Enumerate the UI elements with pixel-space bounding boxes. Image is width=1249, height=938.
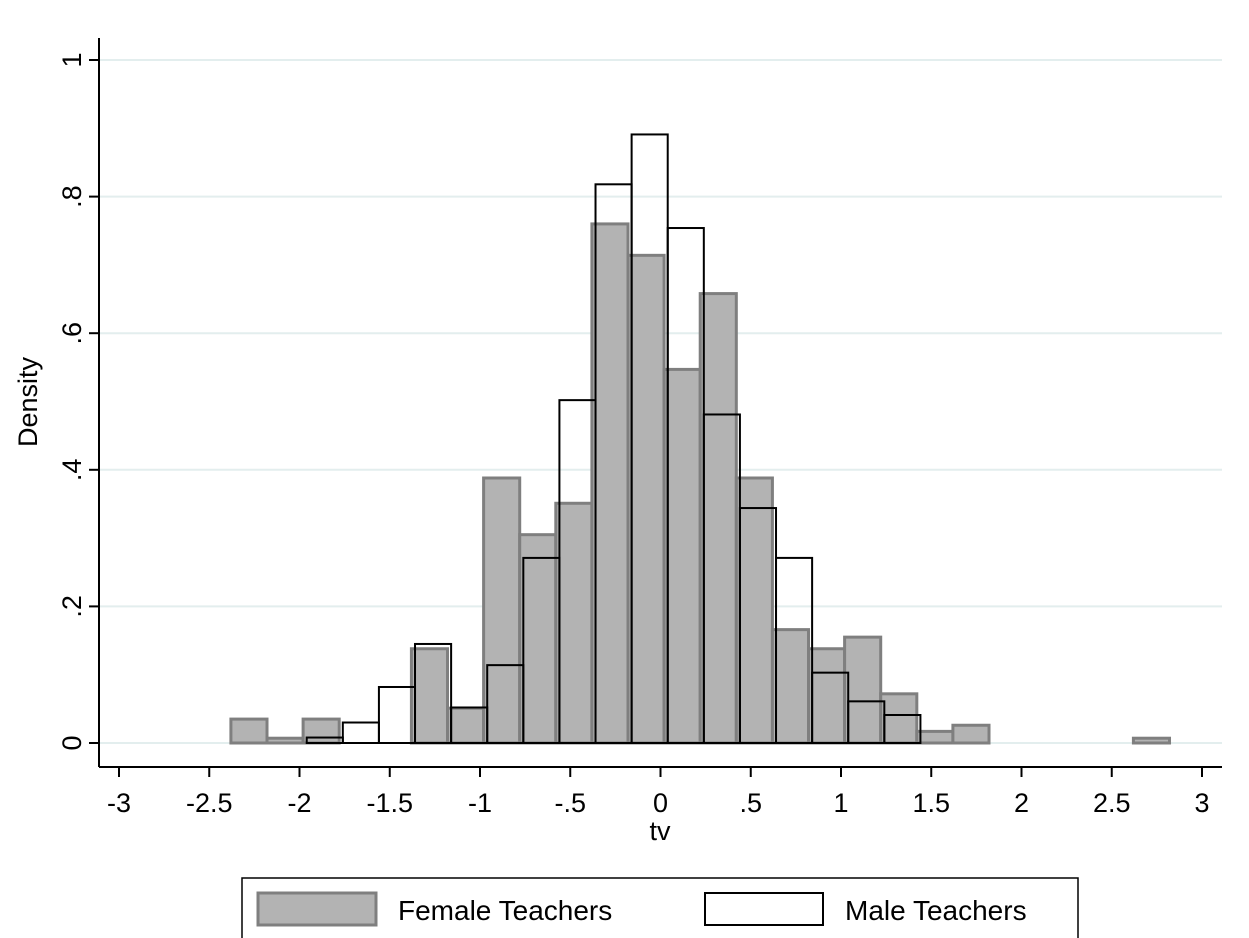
x-tick-label: 1.5: [912, 788, 950, 818]
male-bar: [883, 713, 922, 745]
female-bar: [301, 717, 341, 745]
female-bar: [662, 367, 702, 745]
legend-male-swatch: [704, 892, 824, 926]
y-tick-label: .4: [57, 459, 87, 482]
y-tick-label: .2: [57, 595, 87, 618]
female-bar: [590, 222, 630, 745]
female-bar: [626, 253, 666, 745]
male-series-bars: [305, 133, 922, 745]
female-bar: [518, 533, 558, 745]
female-bar: [698, 292, 738, 745]
female-bar: [843, 635, 883, 745]
female-bar: [482, 476, 522, 745]
x-tick-label: 1: [833, 788, 848, 818]
x-tick-label: -1: [468, 788, 492, 818]
x-tick-label: -2: [287, 788, 311, 818]
x-tick-label: -2.5: [186, 788, 233, 818]
female-bar: [807, 647, 847, 745]
legend-frame: [241, 877, 1079, 938]
female-bar: [734, 476, 774, 745]
x-tick-label: 2.5: [1093, 788, 1131, 818]
female-bar: [1131, 736, 1172, 745]
axis-ticks: 0 .2 .4 .6 .8 1 -3 -2.5 -2 -1.5 -1 -.5 0 .5 1 1.5 2 2.5 3: [57, 52, 1210, 818]
x-tick-label: 0: [653, 788, 668, 818]
x-tick-label: .5: [739, 788, 762, 818]
x-tick-label: 2: [1014, 788, 1029, 818]
x-tick-label: 3: [1194, 788, 1209, 818]
female-bar: [446, 706, 486, 745]
female-bar: [265, 736, 305, 745]
y-tick-label: 0: [57, 735, 87, 750]
legend-female-swatch: [256, 891, 378, 927]
legend-female-label: Female Teachers: [398, 895, 612, 926]
y-axis-title: Density: [13, 356, 43, 447]
female-bar: [915, 729, 955, 745]
female-bar: [229, 717, 269, 745]
legend: Female Teachers Male Teachers: [241, 877, 1079, 938]
x-tick-label: -3: [107, 788, 131, 818]
y-tick-label: 1: [57, 52, 87, 67]
female-bar: [554, 501, 594, 745]
x-tick-label: -.5: [554, 788, 586, 818]
x-axis-title: tv: [649, 816, 671, 846]
y-tick-label: .8: [57, 185, 87, 208]
male-bar: [775, 556, 814, 744]
female-bar: [879, 692, 919, 745]
male-bar: [414, 642, 453, 745]
female-bar: [770, 628, 811, 745]
y-tick-label: .6: [57, 322, 87, 345]
x-tick-label: -1.5: [366, 788, 413, 818]
female-bar: [951, 723, 991, 745]
female-bar: [409, 647, 450, 745]
legend-male-label: Male Teachers: [845, 895, 1027, 926]
